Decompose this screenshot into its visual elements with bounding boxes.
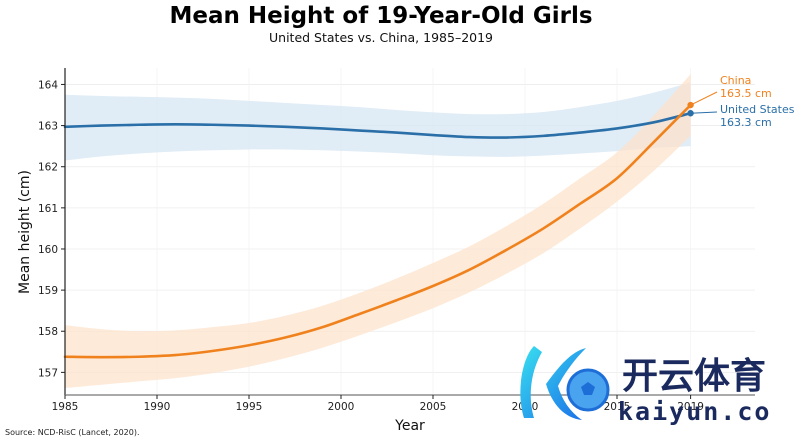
axes	[64, 68, 755, 396]
annotation-leader-line	[690, 111, 718, 114]
x-tick-label: 2000	[328, 401, 355, 413]
y-tick-label: 160	[38, 244, 58, 256]
annotation-label: United States	[720, 103, 795, 116]
series-line-united-states	[63, 111, 692, 139]
x-axis-label: Year	[394, 418, 425, 434]
y-tick-label: 158	[38, 326, 58, 338]
watermark-logo: 开云体育 kaiyun.com	[520, 346, 772, 426]
watermark-cn: 开云体育	[622, 356, 766, 397]
chart-title: Mean Height of 19-Year-Old Girls	[169, 3, 593, 29]
x-tick-label: 2005	[420, 401, 447, 413]
x-tick-label: 2019	[677, 401, 704, 413]
annotation-leader-line	[690, 91, 718, 106]
x-tick-label: 1995	[236, 401, 263, 413]
confidence-band-united-states	[65, 82, 691, 161]
annotation-value: 163.3 cm	[720, 116, 772, 129]
y-tick-label: 163	[38, 121, 58, 133]
endpoint-marker	[687, 101, 694, 109]
k-logo-icon	[520, 346, 586, 420]
watermark-en: kaiyun.com	[618, 397, 772, 426]
source-note: Source: NCD-RisC (Lancet, 2020).	[5, 428, 140, 437]
x-tick-label: 1985	[52, 401, 79, 413]
series-line-china	[63, 103, 692, 359]
y-tick-label: 157	[38, 367, 58, 379]
y-axis-label: Mean height (cm)	[17, 170, 33, 294]
y-tick-label: 164	[38, 79, 58, 91]
x-tick-label: 1990	[144, 401, 171, 413]
x-tick-label: 2015	[604, 401, 631, 413]
y-axis-ticks: 157 158 159 160 161 162 163 164	[38, 79, 65, 379]
chart-subtitle: United States vs. China, 1985–2019	[269, 30, 493, 45]
annotation-label: China	[720, 74, 751, 87]
y-tick-label: 159	[38, 285, 58, 297]
annotation-value: 163.5 cm	[720, 87, 772, 100]
y-tick-label: 162	[38, 162, 58, 174]
y-tick-label: 161	[38, 203, 58, 215]
